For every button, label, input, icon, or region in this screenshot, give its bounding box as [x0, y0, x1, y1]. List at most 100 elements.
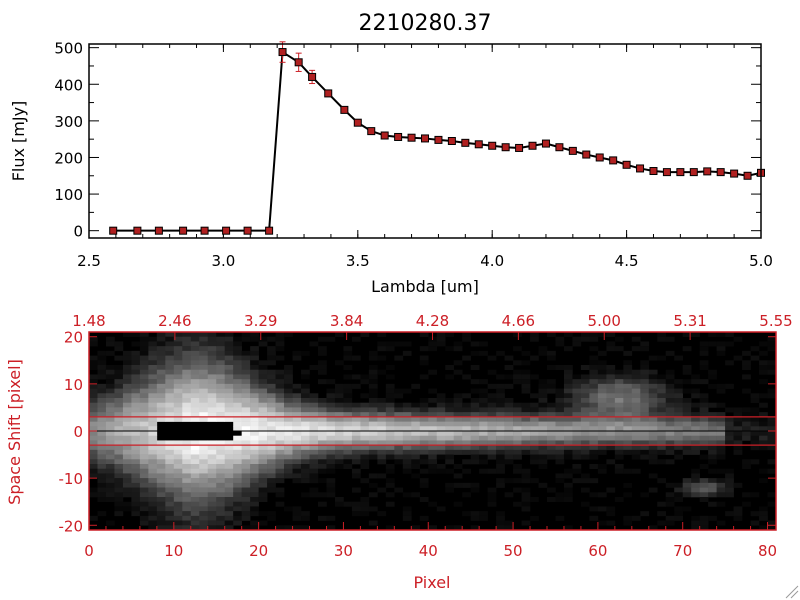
image-pixel [708, 426, 717, 432]
image-pixel [377, 355, 387, 361]
image-pixel [190, 506, 200, 512]
image-pixel [606, 459, 616, 465]
image-top-tick-label: 4.28 [416, 312, 449, 330]
image-pixel [767, 525, 777, 531]
image-pixel [657, 431, 667, 437]
image-pixel [742, 407, 751, 413]
image-pixel [462, 482, 471, 488]
image-pixel [640, 346, 650, 352]
image-pixel [148, 402, 158, 408]
image-pixel [216, 506, 225, 512]
image-pixel [521, 468, 531, 474]
image-pixel [462, 355, 471, 361]
image-pixel [89, 374, 98, 380]
image-pixel [114, 478, 124, 484]
image-pixel [530, 407, 539, 413]
image-pixel [547, 383, 556, 389]
image-pixel [623, 435, 633, 441]
image-pixel [190, 454, 200, 460]
image-pixel [589, 332, 599, 338]
image-pixel [224, 492, 234, 498]
image-pixel [114, 449, 124, 455]
image-pixel [530, 421, 539, 427]
image-pixel [207, 393, 217, 399]
image-pixel [275, 468, 285, 474]
image-pixel [538, 482, 548, 488]
image-pixel [173, 336, 183, 342]
image-pixel [105, 459, 115, 465]
image-pixel [165, 454, 175, 460]
image-pixel [555, 398, 565, 404]
image-pixel [479, 393, 488, 399]
image-pixel [453, 341, 463, 347]
image-pixel [190, 412, 200, 418]
image-pixel [122, 360, 132, 366]
image-pixel [156, 492, 166, 498]
image-pixel [682, 435, 692, 441]
image-pixel [105, 473, 115, 479]
image-pixel [89, 487, 98, 493]
image-pixel [224, 346, 234, 352]
image-pixel [199, 407, 209, 413]
image-pixel [716, 478, 726, 484]
image-pixel [699, 464, 709, 470]
image-pixel [699, 398, 709, 404]
image-pixel [538, 407, 548, 413]
image-pixel [682, 365, 692, 371]
spectrum-x-tick-label: 5.0 [749, 252, 773, 270]
image-pixel [691, 520, 700, 526]
image-pixel [767, 365, 777, 371]
image-pixel [97, 402, 107, 408]
image-pixel [436, 421, 446, 427]
image-pixel [216, 407, 225, 413]
image-pixel [131, 369, 141, 375]
image-pixel [479, 454, 488, 460]
image-pixel [733, 482, 743, 488]
image-pixel [597, 440, 607, 446]
image-pixel [182, 473, 192, 479]
image-pixel [360, 478, 370, 484]
image-pixel [614, 454, 624, 460]
image-pixel [368, 473, 378, 479]
image-pixel [377, 431, 387, 437]
image-pixel [190, 350, 200, 356]
image-pixel [165, 360, 175, 366]
image-pixel [131, 454, 141, 460]
image-pixel [216, 398, 225, 404]
image-pixel [156, 454, 166, 460]
image-pixel [139, 421, 149, 427]
image-pixel [190, 336, 200, 342]
image-pixel [173, 511, 183, 517]
image-pixel [428, 402, 438, 408]
image-pixel [173, 402, 183, 408]
image-pixel [139, 388, 149, 394]
image-pixel [97, 464, 107, 470]
image-pixel [648, 449, 658, 455]
image-pixel [504, 407, 514, 413]
image-pixel [190, 440, 200, 446]
image-pixel [182, 492, 192, 498]
image-pixel [318, 501, 327, 507]
image-pixel [284, 435, 293, 441]
image-pixel [309, 492, 319, 498]
image-pixel [122, 350, 132, 356]
image-pixel [165, 388, 175, 394]
image-pixel [640, 426, 650, 432]
image-pixel [470, 341, 480, 347]
image-pixel [224, 360, 234, 366]
image-pixel [148, 440, 158, 446]
image-pixel [623, 468, 633, 474]
image-pixel [173, 355, 183, 361]
image-pixel [156, 393, 166, 399]
image-pixel [674, 421, 683, 427]
image-pixel [89, 398, 98, 404]
image-pixel [657, 388, 667, 394]
image-pixel [318, 426, 327, 432]
image-y-tick-label: 0 [73, 423, 83, 441]
spectrum-point [662, 168, 671, 177]
image-pixel [614, 412, 624, 418]
image-pixel [351, 435, 361, 441]
image-pixel [580, 501, 590, 507]
image-pixel [139, 332, 149, 338]
image-pixel [216, 464, 225, 470]
